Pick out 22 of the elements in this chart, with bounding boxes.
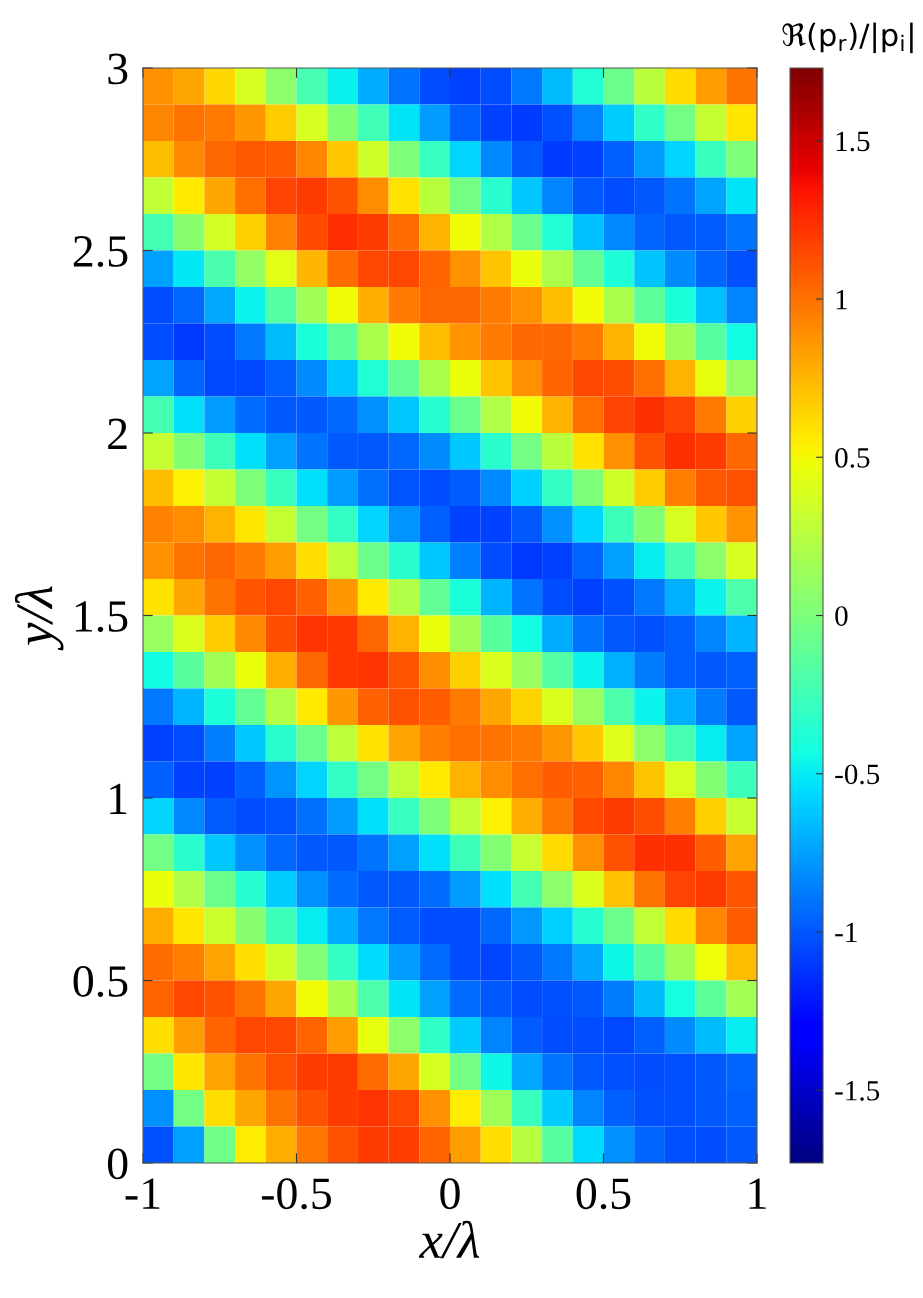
x-tick-label: -1 <box>125 1178 160 1209</box>
x-tick-label: 0.5 <box>576 1178 631 1210</box>
y-tick-label: 0 <box>107 1148 128 1180</box>
y-tick-label: 1 <box>110 783 127 814</box>
y-tick-label: 0.5 <box>73 965 128 998</box>
x-tick-label: 1 <box>749 1178 766 1209</box>
x-axis-title: x/λ <box>418 1220 480 1259</box>
y-tick-label: 1.5 <box>75 601 128 633</box>
color-bar-label: -0.5 <box>835 764 880 785</box>
y-axis-title: y/λ <box>14 586 64 651</box>
color-bar-label: 1.5 <box>836 131 870 152</box>
color-bar-label: 1 <box>836 289 847 310</box>
color-bar-label: 0 <box>835 606 848 626</box>
y-tick-label: 2.5 <box>73 236 128 268</box>
x-tick-label: -0.5 <box>261 1178 331 1210</box>
y-tick-label: 2 <box>108 418 127 449</box>
color-bar-label: 0.5 <box>835 447 870 468</box>
color-bar-title: ℜ(p$_{r}$)/|p$_{i}$| <box>782 22 913 54</box>
color-bar-label: -1.5 <box>835 1081 880 1101</box>
x-tick-label: 0 <box>440 1178 460 1210</box>
y-tick-label: 3 <box>108 53 128 85</box>
color-bar-label: -1 <box>835 922 857 943</box>
